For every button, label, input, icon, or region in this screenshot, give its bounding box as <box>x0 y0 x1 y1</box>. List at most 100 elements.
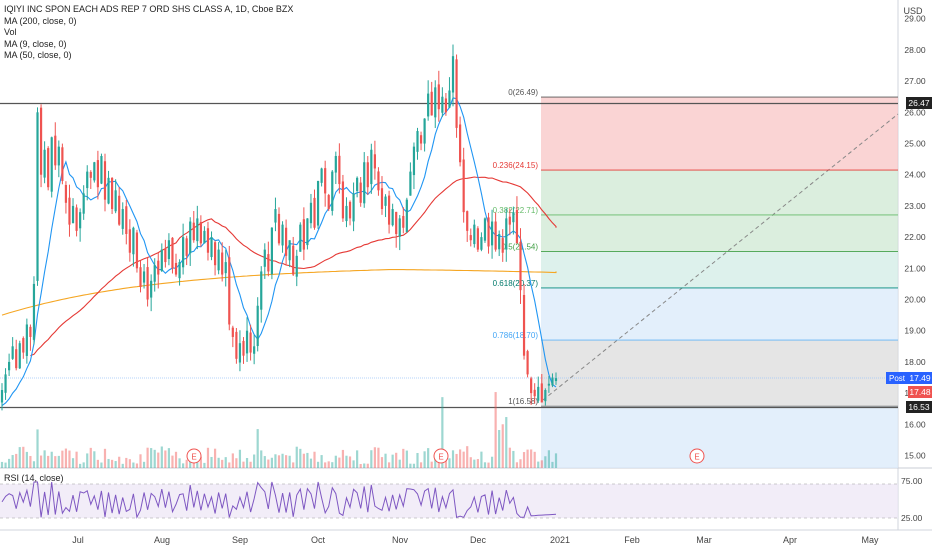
candle[interactable] <box>228 257 231 325</box>
candle[interactable] <box>444 98 448 113</box>
candle[interactable] <box>164 249 167 263</box>
candle[interactable] <box>469 235 472 241</box>
candle[interactable] <box>483 218 487 241</box>
candle[interactable] <box>96 160 99 188</box>
candle[interactable] <box>32 283 36 340</box>
candle[interactable] <box>316 180 320 226</box>
candle[interactable] <box>377 171 380 191</box>
candle[interactable] <box>530 378 533 394</box>
candle[interactable] <box>494 221 497 250</box>
candle[interactable] <box>380 188 384 210</box>
candle[interactable] <box>370 149 373 185</box>
candle[interactable] <box>171 237 174 269</box>
candle[interactable] <box>256 305 259 347</box>
chart-title[interactable]: IQIYI INC SPON EACH ADS REP 7 ORD SHS CL… <box>4 4 294 14</box>
indicator-ma50[interactable]: MA (50, close, 0) <box>4 50 72 60</box>
candle[interactable] <box>93 162 96 181</box>
candle[interactable] <box>551 377 554 386</box>
candle[interactable] <box>260 271 263 310</box>
candle[interactable] <box>263 249 266 267</box>
candle[interactable] <box>434 87 437 118</box>
candle[interactable] <box>537 386 540 401</box>
candle[interactable] <box>160 249 163 271</box>
candle[interactable] <box>412 146 416 176</box>
candle[interactable] <box>50 137 53 192</box>
candle[interactable] <box>68 197 71 225</box>
candle[interactable] <box>89 171 92 178</box>
candle[interactable] <box>373 154 376 169</box>
candle[interactable] <box>437 84 440 110</box>
candle[interactable] <box>324 168 327 194</box>
candle[interactable] <box>110 177 114 210</box>
candle[interactable] <box>508 216 511 225</box>
candle[interactable] <box>43 149 46 178</box>
candle[interactable] <box>206 228 210 253</box>
candle[interactable] <box>512 212 515 223</box>
candle[interactable] <box>192 222 195 241</box>
candle[interactable] <box>334 156 337 173</box>
candle[interactable] <box>313 197 316 228</box>
candle[interactable] <box>292 245 295 275</box>
candle[interactable] <box>522 294 526 356</box>
candle[interactable] <box>238 343 242 363</box>
candle[interactable] <box>430 91 433 116</box>
candle[interactable] <box>352 193 355 222</box>
candle[interactable] <box>82 193 85 214</box>
candle[interactable] <box>15 349 18 369</box>
indicator-volume[interactable]: Vol <box>4 27 17 37</box>
candle[interactable] <box>157 260 160 275</box>
candle[interactable] <box>327 195 330 210</box>
candle[interactable] <box>75 207 78 231</box>
candle[interactable] <box>480 237 483 250</box>
ma-200-line[interactable] <box>1 268 557 316</box>
candle[interactable] <box>302 219 305 250</box>
candle[interactable] <box>295 255 298 277</box>
candle[interactable] <box>71 205 75 224</box>
candle[interactable] <box>451 56 455 93</box>
candle[interactable] <box>274 209 277 223</box>
candle[interactable] <box>153 265 156 282</box>
ma-50-line[interactable] <box>30 176 557 357</box>
candle[interactable] <box>441 96 444 113</box>
candle[interactable] <box>277 213 281 244</box>
candle[interactable] <box>384 196 387 206</box>
candle[interactable] <box>22 338 25 353</box>
candle[interactable] <box>501 238 504 253</box>
candle[interactable] <box>86 171 89 189</box>
candle[interactable] <box>359 182 362 203</box>
candle[interactable] <box>331 171 334 211</box>
candle[interactable] <box>466 211 469 231</box>
candle[interactable] <box>416 131 419 152</box>
candle[interactable] <box>4 374 7 393</box>
candle[interactable] <box>235 331 238 359</box>
candles[interactable] <box>0 44 558 411</box>
candle[interactable] <box>299 224 302 252</box>
candle[interactable] <box>196 218 199 242</box>
candle[interactable] <box>547 383 550 386</box>
candle[interactable] <box>387 195 391 225</box>
candle[interactable] <box>423 118 426 144</box>
candle[interactable] <box>174 262 178 275</box>
candle[interactable] <box>345 205 348 222</box>
candle[interactable] <box>462 159 465 213</box>
candle[interactable] <box>356 177 359 191</box>
candle[interactable] <box>490 221 494 246</box>
candle[interactable] <box>167 240 171 259</box>
trend-projection-line[interactable] <box>542 113 899 401</box>
candle[interactable] <box>217 249 220 271</box>
candle[interactable] <box>150 280 153 298</box>
candle[interactable] <box>11 346 14 359</box>
candle[interactable] <box>402 215 405 228</box>
candle[interactable] <box>54 135 57 166</box>
candle[interactable] <box>79 212 82 229</box>
candle[interactable] <box>348 201 352 219</box>
candle[interactable] <box>427 93 430 117</box>
candle[interactable] <box>366 162 369 188</box>
candle[interactable] <box>270 227 273 275</box>
candle[interactable] <box>121 209 124 229</box>
candle[interactable] <box>487 217 490 247</box>
candle[interactable] <box>213 242 217 266</box>
candle[interactable] <box>320 168 323 183</box>
indicator-ma200[interactable]: MA (200, close, 0) <box>4 15 77 26</box>
